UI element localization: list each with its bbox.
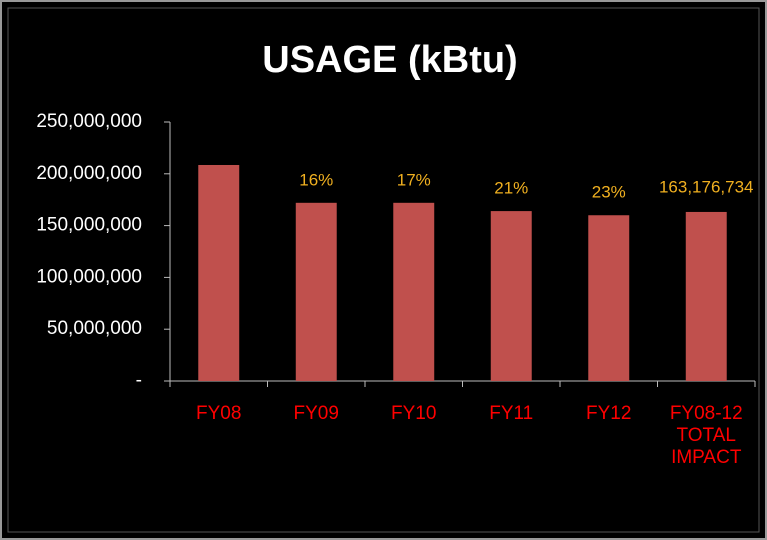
percent-label: 23% bbox=[592, 183, 626, 202]
percent-label: 16% bbox=[299, 170, 333, 189]
y-tick-label: 100,000,000 bbox=[36, 266, 142, 287]
y-tick-label: 250,000,000 bbox=[36, 111, 142, 132]
y-tick-label: 200,000,000 bbox=[36, 163, 142, 184]
bar bbox=[588, 215, 630, 381]
data-label: 163,176,734 bbox=[659, 177, 754, 196]
x-tick-label: FY08 bbox=[196, 403, 241, 424]
y-tick-label: 50,000,000 bbox=[47, 318, 142, 339]
x-tick-label: FY11 bbox=[489, 403, 533, 424]
y-tick-label: - bbox=[136, 370, 142, 391]
bar bbox=[295, 202, 337, 381]
x-tick-label: FY12 bbox=[586, 403, 631, 424]
chart-title: USAGE (kBtu) bbox=[262, 39, 517, 81]
plot-frame bbox=[7, 7, 760, 533]
percent-label: 17% bbox=[397, 170, 431, 189]
x-tick-label: FY10 bbox=[391, 403, 436, 424]
bar bbox=[198, 164, 240, 381]
x-tick-label: FY09 bbox=[294, 403, 339, 424]
percent-label: 21% bbox=[494, 179, 528, 198]
y-tick-label: 150,000,000 bbox=[36, 215, 142, 236]
x-tick-label: FY08-12 TOTAL IMPACT bbox=[670, 403, 743, 468]
bar bbox=[490, 211, 532, 381]
bar bbox=[393, 202, 435, 381]
bar bbox=[685, 211, 727, 381]
